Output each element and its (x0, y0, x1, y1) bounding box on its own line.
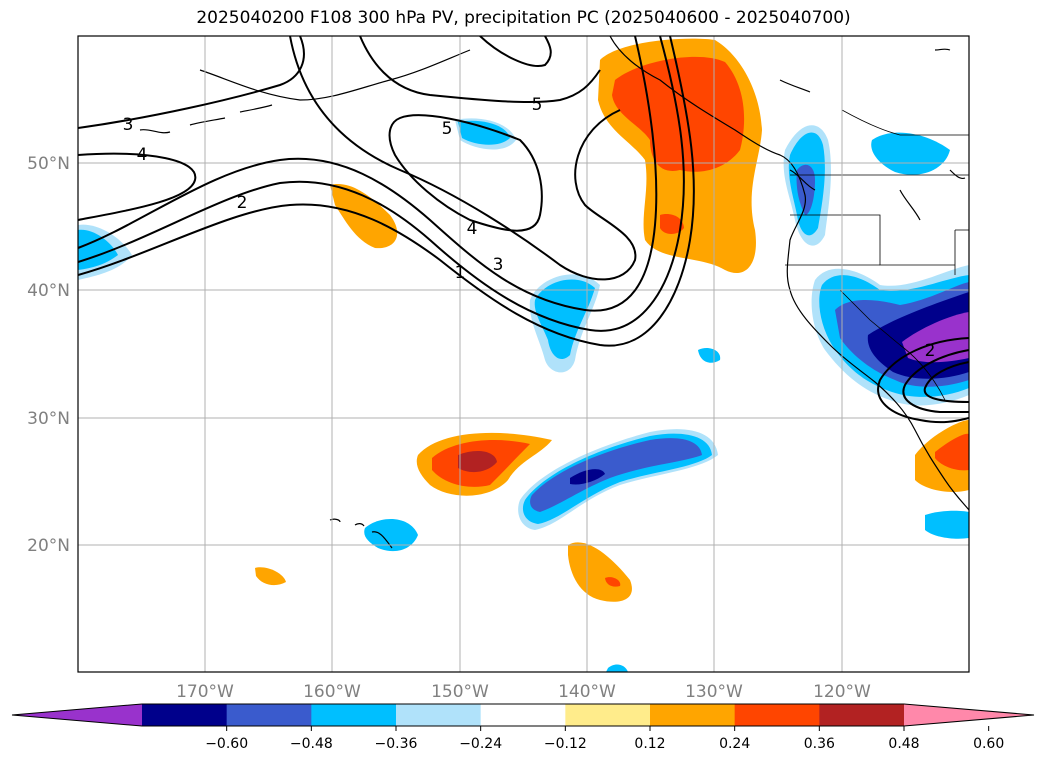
colorbar-segment (396, 704, 482, 726)
pv-contour-9 (479, 36, 552, 67)
contour-label: 3 (493, 255, 504, 275)
colorbar-tick-label: 0.24 (719, 736, 750, 752)
lat-label: 30°N (27, 409, 70, 429)
contour-label: 2 (925, 341, 936, 361)
colorbar-extend-high (904, 704, 1034, 726)
colorbar-tick-label: −0.60 (205, 736, 248, 752)
contour-label: 1 (455, 263, 466, 283)
pv-contour-11 (902, 349, 969, 413)
pv-contour-3 (78, 36, 658, 312)
pv-contour-10 (877, 337, 969, 424)
colorbar-tick-label: −0.24 (459, 736, 502, 752)
precip-positive-region-south (568, 542, 632, 602)
colorbar-tick-label: 0.36 (804, 736, 835, 752)
colorbar-extend-low (12, 704, 142, 726)
lon-label: 170°W (176, 682, 234, 702)
colorbar-tick-label: 0.48 (888, 736, 919, 752)
pv-contour-8 (359, 36, 601, 104)
pv-contours (78, 36, 969, 424)
latitude-labels: 50°N 40°N 30°N 20°N (27, 154, 70, 556)
pv-contour-1 (78, 36, 695, 347)
lon-label: 130°W (685, 682, 743, 702)
colorbar-segment (311, 704, 397, 726)
pv-contour-6 (289, 36, 637, 281)
lat-label: 50°N (27, 154, 70, 174)
pv-contour-4 (78, 152, 197, 221)
colorbar-segment (819, 704, 905, 726)
colorbar-segment (565, 704, 651, 726)
contour-label: 3 (123, 115, 134, 135)
colorbar-tick-label: −0.36 (375, 736, 418, 752)
lon-label: 150°W (431, 682, 489, 702)
colorbar-segment (226, 704, 312, 726)
precipitation-anomaly-layer (78, 38, 969, 672)
colorbar-segment (734, 704, 820, 726)
lat-label: 40°N (27, 281, 70, 301)
longitude-labels: 170°W 160°W 150°W 140°W 130°W 120°W (176, 682, 871, 702)
lat-label: 20°N (27, 536, 70, 556)
pv-contour-2 (78, 36, 685, 332)
coastlines (139, 36, 969, 549)
contour-label: 4 (467, 219, 478, 239)
contour-label: 2 (237, 193, 248, 213)
map-frame (77, 35, 970, 673)
colorbar-tick-label: −0.48 (290, 736, 333, 752)
contour-labels: 3 4 2 5 5 4 3 1 2 (123, 95, 936, 361)
colorbar: −0.60 −0.48 −0.36 −0.24 −0.12 0.12 0.24 0.36 0.4… (11, 703, 1035, 752)
colorbar-tick-label: 0.60 (973, 736, 1004, 752)
pv-contour-12 (923, 361, 969, 403)
pv-contour-7 (388, 114, 543, 232)
figure-title: 2025040200 F108 300 hPa PV, precipitatio… (196, 8, 851, 28)
contour-label: 5 (442, 119, 453, 139)
colorbar-tick-label: 0.12 (634, 736, 665, 752)
colorbar-segment (142, 704, 228, 726)
colorbar-outline (11, 703, 1035, 727)
lon-label: 140°W (558, 682, 616, 702)
colorbar-segment (480, 704, 566, 726)
colorbar-segment (650, 704, 736, 726)
pv-contour-5 (78, 36, 305, 129)
lon-label: 120°W (813, 682, 871, 702)
lon-label: 160°W (303, 682, 361, 702)
colorbar-tick-label: −0.12 (544, 736, 587, 752)
contour-label: 4 (137, 145, 148, 165)
contour-label: 5 (532, 95, 543, 115)
